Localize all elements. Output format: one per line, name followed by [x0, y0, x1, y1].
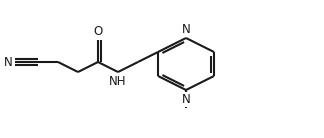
- Text: O: O: [93, 25, 103, 38]
- Text: N: N: [182, 93, 191, 106]
- Text: N: N: [182, 23, 191, 36]
- Text: N: N: [4, 55, 13, 68]
- Text: NH: NH: [109, 75, 127, 88]
